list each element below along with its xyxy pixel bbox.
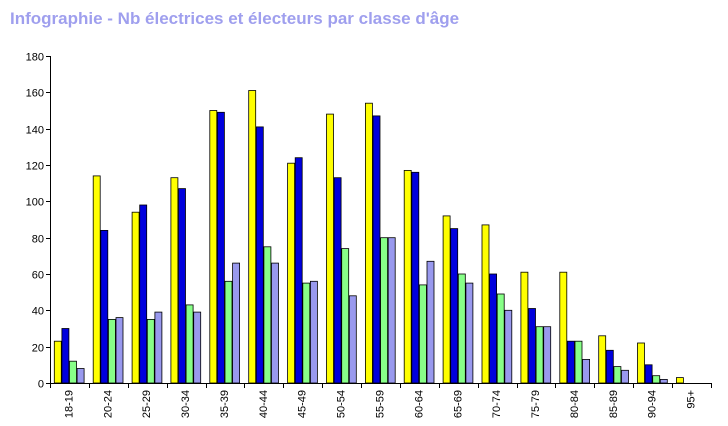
y-tick-label: 100 <box>26 197 44 209</box>
bar <box>263 246 272 384</box>
bar <box>294 157 303 384</box>
bar <box>613 366 622 384</box>
bar <box>652 375 661 384</box>
x-tick-label: 25-29 <box>141 390 153 418</box>
bar <box>170 177 179 384</box>
bar <box>504 309 513 384</box>
bar <box>567 340 575 384</box>
x-tick-label: 90-94 <box>647 390 659 418</box>
y-tick-label: 140 <box>26 125 44 137</box>
bar <box>131 211 140 384</box>
bar <box>333 177 342 384</box>
bar <box>442 215 451 384</box>
bar <box>364 102 373 384</box>
bar <box>574 340 583 384</box>
bar <box>248 90 257 384</box>
bar <box>100 229 109 384</box>
bar <box>637 342 645 384</box>
bar <box>426 260 435 384</box>
bar <box>216 111 225 384</box>
bar <box>309 280 318 384</box>
bar <box>108 318 116 384</box>
x-tick-label: 70-74 <box>491 390 503 418</box>
x-tick-label: 65-69 <box>452 390 464 418</box>
bar <box>185 304 194 384</box>
bar <box>621 369 629 384</box>
bar <box>411 171 420 384</box>
bar <box>193 311 202 384</box>
bar <box>341 248 350 384</box>
bar <box>450 228 459 384</box>
bar <box>146 318 155 384</box>
bar <box>69 360 77 384</box>
x-tick-label: 18-19 <box>63 390 75 418</box>
bar <box>481 224 490 384</box>
x-tick-label: 55-59 <box>375 390 387 418</box>
x-tick-label: 40-44 <box>258 390 270 418</box>
bar <box>598 335 607 384</box>
bar <box>489 273 498 384</box>
bar <box>418 284 427 384</box>
bar <box>559 271 568 384</box>
bar <box>372 115 381 384</box>
x-tick-label: 30-34 <box>180 390 192 418</box>
y-tick-label: 160 <box>26 88 44 100</box>
bar <box>326 113 334 384</box>
bar <box>457 273 466 384</box>
bar <box>403 169 412 384</box>
x-tick-label: 95+ <box>686 390 698 409</box>
bar <box>209 110 218 384</box>
bar <box>659 378 668 384</box>
x-tick-label: 50-54 <box>336 390 348 418</box>
bar <box>271 262 279 384</box>
y-tick-label: 0 <box>38 379 44 391</box>
bar <box>348 295 357 384</box>
bar <box>387 237 396 384</box>
y-tick-label: 60 <box>32 270 44 282</box>
bar <box>76 368 85 384</box>
bar <box>178 188 186 384</box>
x-tick-label: 20-24 <box>102 390 114 418</box>
bar <box>644 364 653 384</box>
bar <box>53 340 62 384</box>
y-tick-label: 120 <box>26 161 44 173</box>
x-tick-label: 45-49 <box>297 390 309 418</box>
bar <box>380 237 389 384</box>
y-tick-label: 40 <box>32 306 44 318</box>
x-tick-label: 35-39 <box>219 390 231 418</box>
bar <box>535 326 544 384</box>
bar <box>528 308 536 384</box>
y-tick-label: 80 <box>32 234 44 246</box>
bar <box>496 293 505 384</box>
bar <box>92 175 101 384</box>
bar <box>224 280 233 384</box>
bar <box>232 262 241 384</box>
x-tick-label: 75-79 <box>530 390 542 418</box>
chart-title: Infographie - Nb électrices et électeurs… <box>10 9 460 28</box>
x-tick-label: 60-64 <box>413 390 425 418</box>
bar <box>520 271 529 384</box>
y-tick-label: 180 <box>26 52 44 64</box>
bar <box>255 126 264 384</box>
bar <box>676 377 684 384</box>
bar <box>287 162 296 384</box>
y-tick-label: 20 <box>32 343 44 355</box>
bar <box>465 282 474 384</box>
bar <box>61 328 70 384</box>
bar <box>605 349 614 384</box>
x-tick-label: 80-84 <box>569 390 581 418</box>
x-tick-label: 85-89 <box>608 390 620 418</box>
bar <box>302 282 311 384</box>
bar <box>115 317 124 384</box>
bar <box>543 326 552 384</box>
bar <box>582 358 590 384</box>
bar <box>154 311 163 384</box>
bar <box>139 204 148 384</box>
